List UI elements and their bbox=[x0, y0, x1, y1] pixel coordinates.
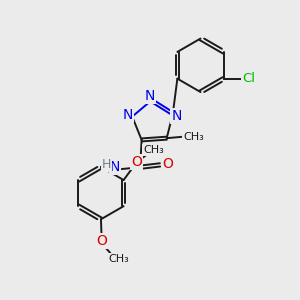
Text: H: H bbox=[102, 158, 111, 171]
Text: O: O bbox=[131, 155, 142, 169]
Text: N: N bbox=[171, 109, 182, 123]
Text: N: N bbox=[145, 89, 155, 103]
Text: CH₃: CH₃ bbox=[183, 132, 204, 142]
Text: CH₃: CH₃ bbox=[108, 254, 129, 264]
Text: N: N bbox=[110, 160, 120, 174]
Text: Cl: Cl bbox=[242, 72, 255, 85]
Text: N: N bbox=[123, 108, 133, 122]
Text: CH₃: CH₃ bbox=[143, 145, 164, 155]
Text: O: O bbox=[162, 157, 173, 171]
Text: O: O bbox=[97, 234, 108, 248]
